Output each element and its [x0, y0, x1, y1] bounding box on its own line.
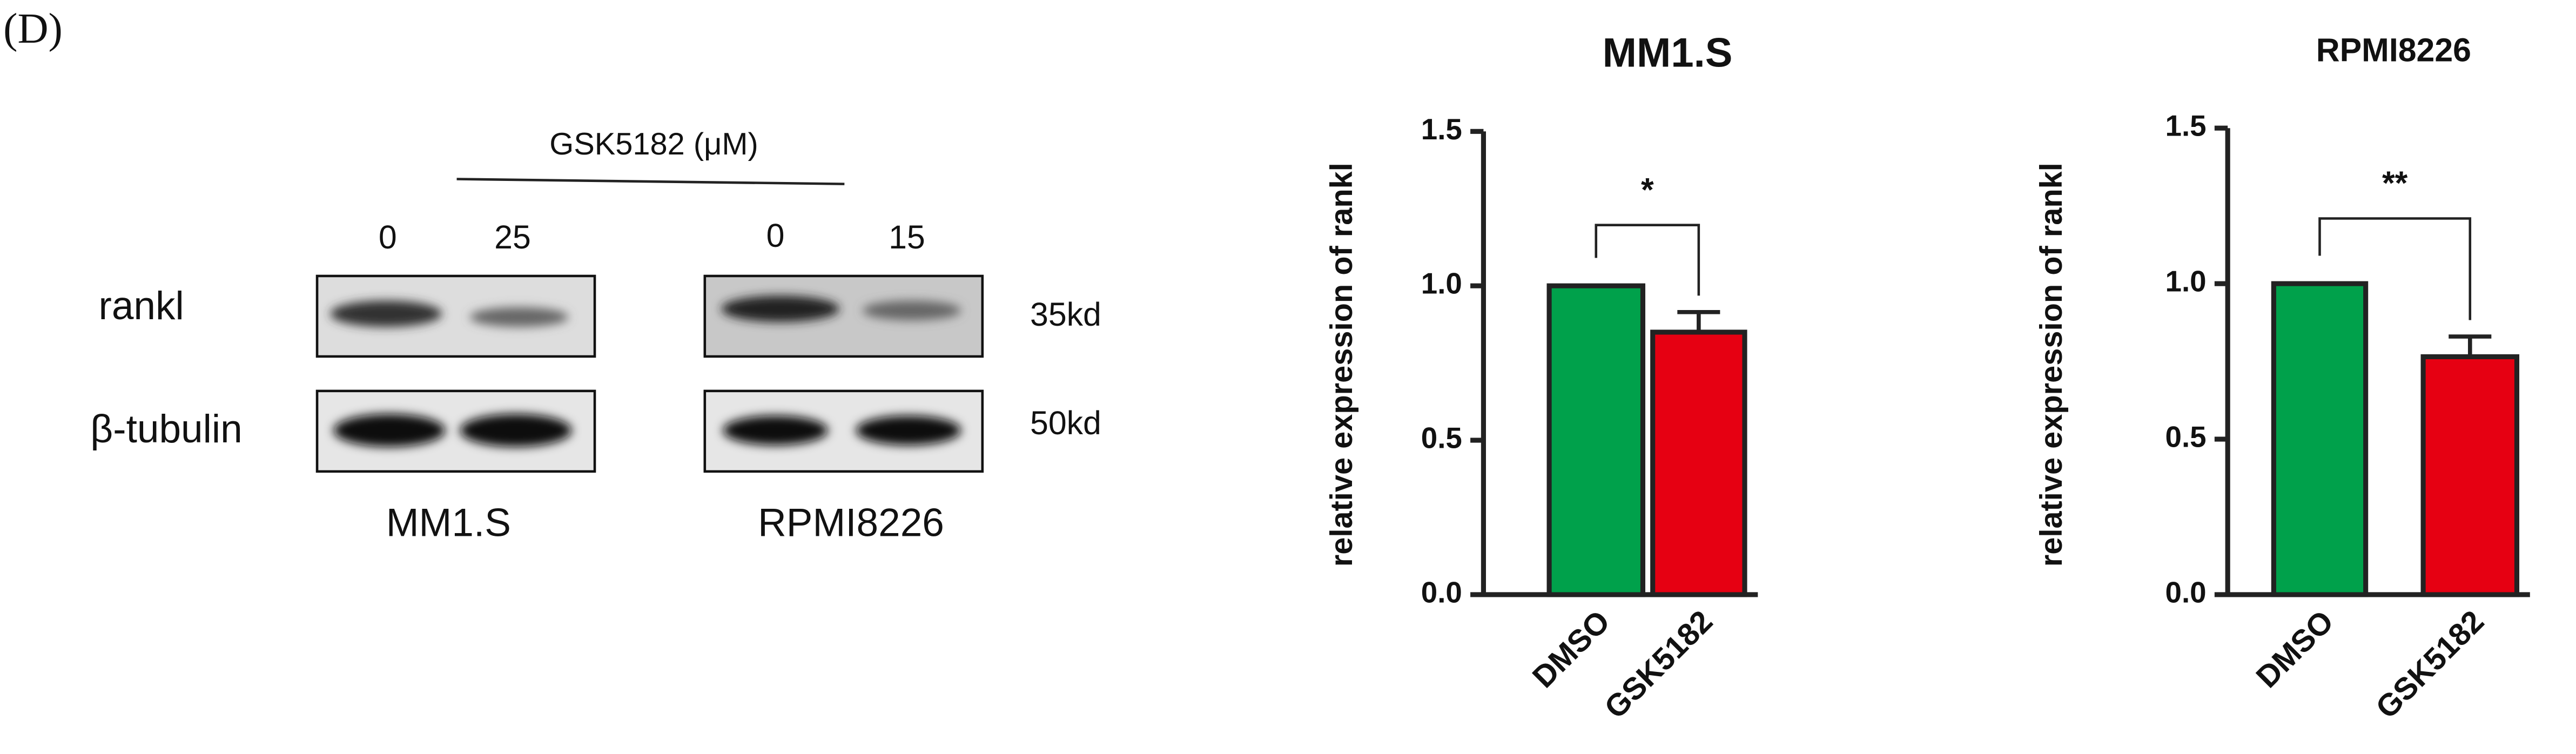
bar — [2420, 354, 2520, 597]
treatment-line — [456, 178, 845, 185]
protein-label: rankl — [99, 284, 184, 328]
panel-label: (D) — [3, 5, 63, 52]
chart-title: MM1.S — [1603, 30, 1733, 76]
y-tick-label: 1.0 — [1421, 267, 1462, 300]
charts: MM1.S relative expression of rankl 0.0 0.5 1… — [1324, 30, 2530, 725]
y-tick-label: 0.0 — [2165, 575, 2207, 609]
dose-label: 0 — [766, 217, 785, 254]
x-tick-label: GSK5182 — [1598, 604, 1719, 725]
y-tick-label: 0.0 — [1421, 575, 1462, 609]
band — [856, 415, 961, 446]
x-tick-label: DMSO — [1526, 604, 1617, 695]
band — [723, 415, 828, 446]
dose-label: 15 — [889, 219, 925, 255]
band — [721, 295, 840, 322]
y-tick-label: 0.5 — [2165, 420, 2207, 454]
bar — [1546, 283, 1646, 597]
band — [469, 307, 569, 327]
y-axis-label: relative expression of rankl — [1324, 163, 1359, 567]
treatment-label: GSK5182 (μM) — [549, 127, 758, 161]
protein-label: β-tubulin — [90, 407, 242, 451]
band — [330, 300, 442, 327]
band — [862, 300, 961, 321]
chart-title: RPMI8226 — [2316, 31, 2471, 68]
y-tick-label: 1.5 — [1421, 112, 1462, 146]
size-label: 50kd — [1030, 405, 1101, 441]
size-label: 35kd — [1030, 296, 1101, 333]
x-tick-label: DMSO — [2250, 604, 2340, 695]
band — [333, 414, 446, 447]
dose-label: 0 — [379, 219, 397, 255]
western-blot: GSK5182 (μM) 0 25 0 15 rankl β-tubulin 3… — [90, 127, 1101, 545]
significance-bracket — [1595, 224, 1700, 296]
significance-label: ** — [2382, 165, 2408, 201]
y-tick-label: 1.5 — [2165, 109, 2207, 143]
x-tick-label: GSK5182 — [2369, 604, 2491, 725]
bands — [330, 295, 961, 447]
dose-label: 25 — [494, 219, 531, 255]
bar — [1650, 329, 1747, 597]
y-tick-label: 0.5 — [1421, 421, 1462, 455]
significance-label: * — [1641, 171, 1654, 208]
significance-bracket — [2318, 217, 2472, 320]
bar — [2271, 281, 2369, 597]
y-tick-label: 1.0 — [2165, 265, 2207, 298]
band — [460, 414, 572, 447]
y-axis-label: relative expression of rankl — [2034, 163, 2069, 567]
cell-line-label: MM1.S — [386, 501, 511, 545]
cell-line-label: RPMI8226 — [758, 501, 944, 545]
